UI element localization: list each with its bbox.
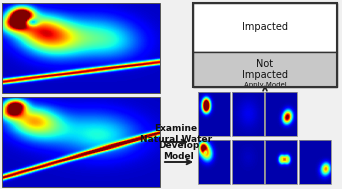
Text: Develop
Model: Develop Model [158, 141, 200, 161]
Text: Not
Impacted: Not Impacted [242, 59, 288, 80]
Bar [232, 92, 264, 136]
Bar [2, 97, 160, 187]
Bar [193, 3, 337, 87]
Bar [193, 3, 337, 52]
Bar [265, 92, 297, 136]
Bar [198, 140, 230, 184]
Text: Impacted: Impacted [242, 22, 288, 32]
Bar [299, 140, 331, 184]
Text: Apply Model: Apply Model [244, 82, 286, 88]
Bar [198, 92, 230, 136]
Text: Examine
Natural Water: Examine Natural Water [140, 124, 212, 144]
Bar [193, 52, 337, 87]
Bar [2, 3, 160, 93]
Bar [232, 140, 264, 184]
Bar [265, 140, 297, 184]
